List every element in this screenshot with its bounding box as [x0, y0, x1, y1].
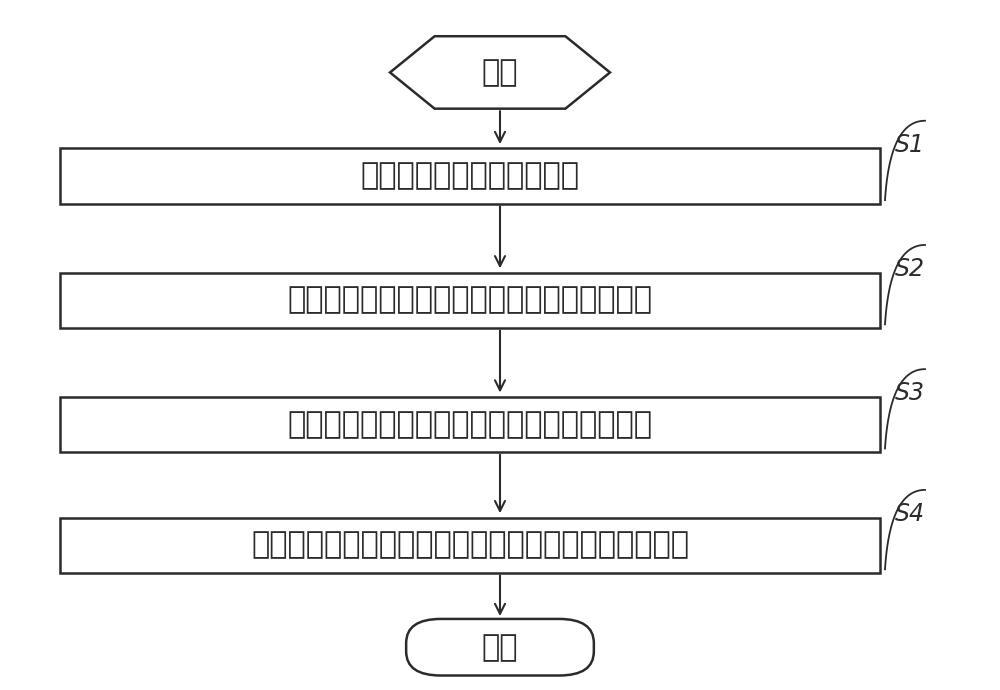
Text: S1: S1: [895, 133, 925, 157]
Bar: [60, 397, 880, 452]
Polygon shape: [390, 36, 610, 108]
FancyBboxPatch shape: [406, 619, 594, 676]
Bar: [60, 518, 880, 573]
Text: 结束: 结束: [482, 633, 518, 662]
Text: 根据三相电流和参考指令值计算第二控制参数: 根据三相电流和参考指令值计算第二控制参数: [288, 410, 652, 439]
Text: S2: S2: [895, 257, 925, 281]
Text: 开始: 开始: [482, 58, 518, 87]
Text: S4: S4: [895, 502, 925, 526]
Bar: [60, 148, 880, 204]
Bar: [60, 273, 880, 328]
Text: S3: S3: [895, 382, 925, 405]
Text: 根据三相电流和给定电流值得到第一控制参数: 根据三相电流和给定电流值得到第一控制参数: [288, 286, 652, 315]
Text: 将第一控制参数和第二控制参数输出到脉宽调制控制器: 将第一控制参数和第二控制参数输出到脉宽调制控制器: [251, 531, 689, 560]
Text: 采集逆变器输出的三相电流: 采集逆变器输出的三相电流: [360, 161, 580, 190]
